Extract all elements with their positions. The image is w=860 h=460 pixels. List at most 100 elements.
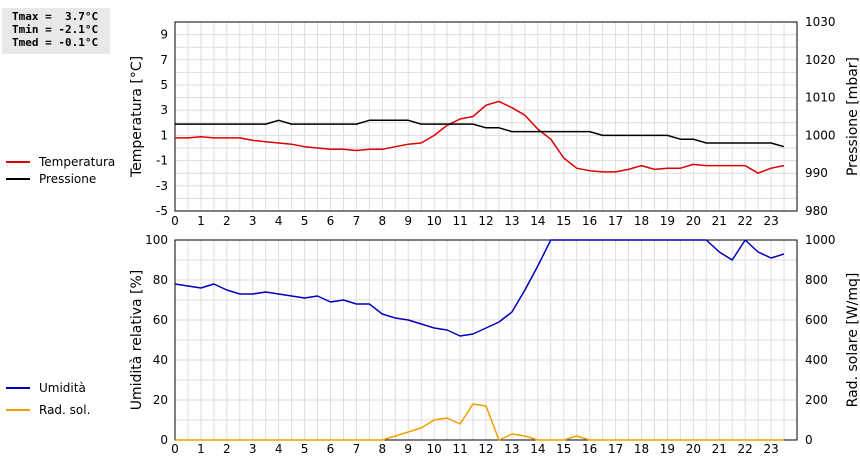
top-y-tick-label: 9 xyxy=(160,28,168,42)
stats-box: Tmax = 3.7°C Tmin = -2.1°C Tmed = -0.1°C xyxy=(2,8,110,54)
top-x-tick-label: 12 xyxy=(478,214,493,228)
bottom-x-tick-label: 10 xyxy=(427,442,442,456)
legend-humidity: Umidità xyxy=(6,381,86,395)
top-x-tick-label: 6 xyxy=(327,214,335,228)
bottom-x-tick-label: 22 xyxy=(738,442,753,456)
bottom-x-tick-label: 5 xyxy=(301,442,309,456)
top-plot-frame xyxy=(174,21,798,212)
bottom-y-tick-label: 20 xyxy=(153,393,168,407)
top-x-tick-label: 17 xyxy=(608,214,623,228)
top-x-tick-label: 20 xyxy=(686,214,701,228)
top-x-tick-label: 8 xyxy=(379,214,387,228)
bottom-x-tick-label: 0 xyxy=(171,442,179,456)
bottom-x-tick-label: 9 xyxy=(404,442,412,456)
top-y-right-tick-label: 990 xyxy=(805,166,828,180)
bottom-x-tick-label: 17 xyxy=(608,442,623,456)
top-y-right-axis-title: Pressione [mbar] xyxy=(845,57,860,176)
bottom-x-tick-label: 7 xyxy=(353,442,361,456)
top-x-tick-label: 22 xyxy=(738,214,753,228)
stat-tmin: Tmin = -2.1°C xyxy=(12,23,99,36)
top-x-tick-label: 5 xyxy=(301,214,309,228)
bottom-y-tick-label: 40 xyxy=(153,353,168,367)
top-y-right-tick-label: 1000 xyxy=(805,128,836,142)
top-y-tick-label: 3 xyxy=(160,103,168,117)
legend-temperature-label: Temperatura xyxy=(39,155,116,169)
top-y-tick-label: 5 xyxy=(160,78,168,92)
top-x-tick-label: 21 xyxy=(712,214,727,228)
bottom-y-right-tick-label: 400 xyxy=(805,353,828,367)
top-y-right-tick-label: 980 xyxy=(805,204,828,218)
solar-series-line xyxy=(175,403,784,441)
legend-pressure: Pressione xyxy=(6,172,96,186)
bottom-x-tick-label: 2 xyxy=(223,442,231,456)
bottom-x-tick-label: 15 xyxy=(556,442,571,456)
temperature-series-line xyxy=(175,100,785,174)
bottom-x-tick-label: 23 xyxy=(763,442,778,456)
top-x-tick-label: 14 xyxy=(530,214,545,228)
top-x-tick-label: 19 xyxy=(660,214,675,228)
bottom-x-tick-label: 12 xyxy=(478,442,493,456)
bottom-y-tick-label: 80 xyxy=(153,273,168,287)
top-x-tick-label: 2 xyxy=(223,214,231,228)
bottom-x-tick-label: 3 xyxy=(249,442,257,456)
top-x-tick-label: 0 xyxy=(171,214,179,228)
bottom-y-tick-label: 0 xyxy=(160,433,168,447)
legend-temperature-swatch xyxy=(6,161,30,163)
legend-humidity-swatch xyxy=(6,387,30,389)
bottom-y-right-tick-label: 1000 xyxy=(805,233,836,247)
top-y-tick-label: 1 xyxy=(160,128,168,142)
legend-temperature: Temperatura xyxy=(6,155,115,169)
bottom-y-right-tick-label: 600 xyxy=(805,313,828,327)
top-y-tick-label: -3 xyxy=(156,179,168,193)
bottom-x-tick-label: 21 xyxy=(712,442,727,456)
top-x-tick-label: 11 xyxy=(452,214,467,228)
bottom-x-tick-label: 1 xyxy=(197,442,205,456)
legend-humidity-label: Umidità xyxy=(39,381,86,395)
bottom-x-tick-label: 13 xyxy=(504,442,519,456)
bottom-x-tick-label: 16 xyxy=(582,442,597,456)
top-x-tick-label: 23 xyxy=(763,214,778,228)
top-y-right-tick-label: 1020 xyxy=(805,53,836,67)
top-y-tick-label: -1 xyxy=(156,154,168,168)
top-x-tick-label: 10 xyxy=(427,214,442,228)
top-x-tick-label: 3 xyxy=(249,214,257,228)
bottom-y-right-tick-label: 800 xyxy=(805,273,828,287)
legend-pressure-label: Pressione xyxy=(39,172,97,186)
bottom-y-right-axis-title: Rad. solare [W/mq] xyxy=(845,273,860,408)
top-y-axis-title: Temperatura [°C] xyxy=(129,56,145,178)
bottom-x-tick-label: 14 xyxy=(530,442,545,456)
bottom-y-right-tick-label: 0 xyxy=(805,433,813,447)
top-y-right-tick-label: 1010 xyxy=(805,91,836,105)
top-x-tick-label: 4 xyxy=(275,214,283,228)
bottom-y-tick-label: 100 xyxy=(145,233,168,247)
legend-solar: Rad. sol. xyxy=(6,403,90,417)
legend-pressure-swatch xyxy=(6,178,30,180)
top-y-tick-label: -5 xyxy=(156,204,168,218)
legend-solar-label: Rad. sol. xyxy=(39,403,91,417)
bottom-x-tick-label: 11 xyxy=(452,442,467,456)
bottom-x-tick-label: 20 xyxy=(686,442,701,456)
top-x-tick-label: 16 xyxy=(582,214,597,228)
top-x-tick-label: 18 xyxy=(634,214,649,228)
pressure-series-line xyxy=(175,119,785,148)
top-x-tick-label: 13 xyxy=(504,214,519,228)
bottom-y-axis-title: Umidità relativa [%] xyxy=(129,270,145,411)
top-x-tick-label: 9 xyxy=(404,214,412,228)
bottom-x-tick-label: 19 xyxy=(660,442,675,456)
bottom-y-tick-label: 60 xyxy=(153,313,168,327)
bottom-y-right-tick-label: 200 xyxy=(805,393,828,407)
top-y-tick-label: 7 xyxy=(160,53,168,67)
bottom-x-tick-label: 18 xyxy=(634,442,649,456)
legend-solar-swatch xyxy=(6,409,30,411)
top-x-tick-label: 7 xyxy=(353,214,361,228)
bottom-x-tick-label: 6 xyxy=(327,442,335,456)
stat-tmed: Tmed = -0.1°C xyxy=(12,36,99,49)
humidity-series-line xyxy=(174,239,785,337)
top-x-tick-label: 1 xyxy=(197,214,205,228)
bottom-x-tick-label: 8 xyxy=(379,442,387,456)
top-y-right-tick-label: 1030 xyxy=(805,15,836,29)
bottom-x-tick-label: 4 xyxy=(275,442,283,456)
top-x-tick-label: 15 xyxy=(556,214,571,228)
bottom-plot-frame xyxy=(174,239,798,441)
